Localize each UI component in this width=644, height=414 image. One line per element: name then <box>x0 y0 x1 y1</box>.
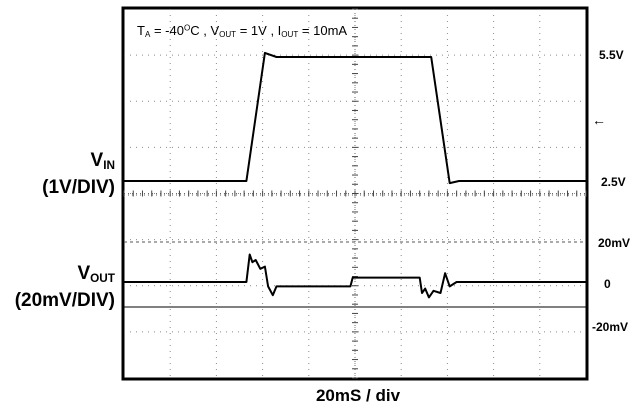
reference-lines <box>124 194 586 308</box>
vout-ref-label-plus: 20mV <box>598 236 631 250</box>
vout-trace <box>124 253 586 299</box>
vout-ref-label-minus: -20mV <box>592 320 629 334</box>
vin-label-name: VIN <box>90 150 115 172</box>
vout-channel-label: VOUT (20mV/DIV) <box>15 263 115 312</box>
vout-label-scale: (20mV/DIV) <box>14 289 115 311</box>
vin-channel-label: VIN (1V/DIV) <box>42 150 115 199</box>
vout-label-name: VOUT <box>77 263 115 285</box>
x-axis-label: 20mS / div <box>315 386 401 405</box>
vin-ref-label-high: 5.5V <box>599 48 624 62</box>
vin-trace <box>124 51 586 185</box>
vin-ref-label-low: 2.5V <box>601 175 626 189</box>
traces <box>124 51 586 299</box>
vout-ref-label-zero: 0 <box>604 277 611 291</box>
chart-title: TA = -40OC , VOUT = 1V , IOUT = 10mA <box>137 23 348 39</box>
vin-label-scale: (1V/DIV) <box>42 176 115 198</box>
trigger-arrow-icon: ← <box>592 112 606 128</box>
